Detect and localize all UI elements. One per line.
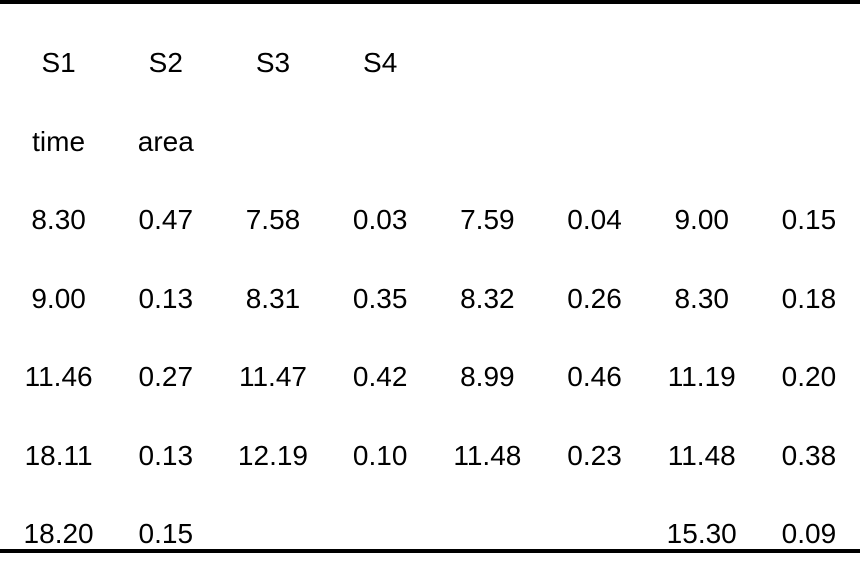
- header-cell: S2: [148, 47, 183, 79]
- table-cell: 18.11: [24, 439, 93, 471]
- table-cell: 0.38: [781, 439, 837, 471]
- table-cell: 9.00: [31, 282, 86, 314]
- table-cell: 0.10: [352, 439, 408, 471]
- table-cell: 0.26: [567, 282, 622, 314]
- table-cell: 8.99: [460, 361, 515, 393]
- header-cell: S3: [255, 47, 291, 79]
- table-cell: 0.18: [781, 282, 837, 314]
- table-row: 9.00 0.13 8.31 0.35 8.32 0.26 8.30 0.18: [5, 260, 861, 339]
- table-row: 18.11 0.13 12.19 0.10 11.48 0.23 11.48 0…: [5, 417, 861, 496]
- header-cell: area: [137, 125, 194, 157]
- table-bottom-rule: [0, 549, 860, 553]
- table-cell: 8.30: [31, 204, 86, 236]
- table-cell: 0.03: [352, 204, 408, 236]
- table-cell: 0.15: [781, 204, 837, 236]
- table-cell: 12.19: [237, 439, 308, 471]
- table-cell: 8.31: [245, 282, 301, 314]
- table-cell: 9.00: [674, 204, 729, 236]
- table-cell: 0.35: [352, 282, 408, 314]
- table-cell: 0.27: [138, 361, 194, 393]
- table-cell: 11.48: [667, 439, 736, 471]
- table-cell: 11.46: [24, 361, 93, 393]
- header-cell: S1: [41, 47, 76, 79]
- table-cell: 0.23: [567, 439, 622, 471]
- table-cell: 0.09: [781, 518, 837, 550]
- table-cell: 0.20: [781, 361, 837, 393]
- table-cell: 0.13: [138, 282, 194, 314]
- table-cell: 0.47: [138, 204, 194, 236]
- header-row-fields: time area: [5, 103, 861, 182]
- table-cell: 7.58: [245, 204, 301, 236]
- table-cell: 11.48: [453, 439, 522, 471]
- table-row: 8.30 0.47 7.58 0.03 7.59 0.04 9.00 0.15: [5, 181, 861, 260]
- table-row: 18.20 0.15 15.30 0.09: [5, 495, 861, 574]
- header-cell: S4: [363, 47, 398, 79]
- table-row: 11.46 0.27 11.47 0.42 8.99 0.46 11.19 0.…: [5, 338, 861, 417]
- header-row-series: S1 S2 S3 S4: [5, 24, 861, 103]
- table-cell: 7.59: [460, 204, 515, 236]
- table-cell: 0.42: [352, 361, 408, 393]
- table-cell: 8.32: [460, 282, 515, 314]
- header-cell: time: [32, 125, 86, 157]
- table-cell: 11.19: [667, 361, 736, 393]
- table-cell: 0.46: [567, 361, 622, 393]
- table-top-rule: [0, 0, 860, 4]
- table-cell: 8.30: [674, 282, 729, 314]
- data-table: S1 S2 S3 S4 time area 8.30 0.47 7.58 0.0…: [5, 24, 861, 574]
- table-cell: 0.13: [138, 439, 194, 471]
- table-cell: 11.47: [238, 361, 307, 393]
- table-cell: 0.04: [567, 204, 622, 236]
- table-cell: 18.20: [23, 518, 94, 550]
- table-cell: 15.30: [666, 518, 737, 550]
- table-cell: 0.15: [138, 518, 194, 550]
